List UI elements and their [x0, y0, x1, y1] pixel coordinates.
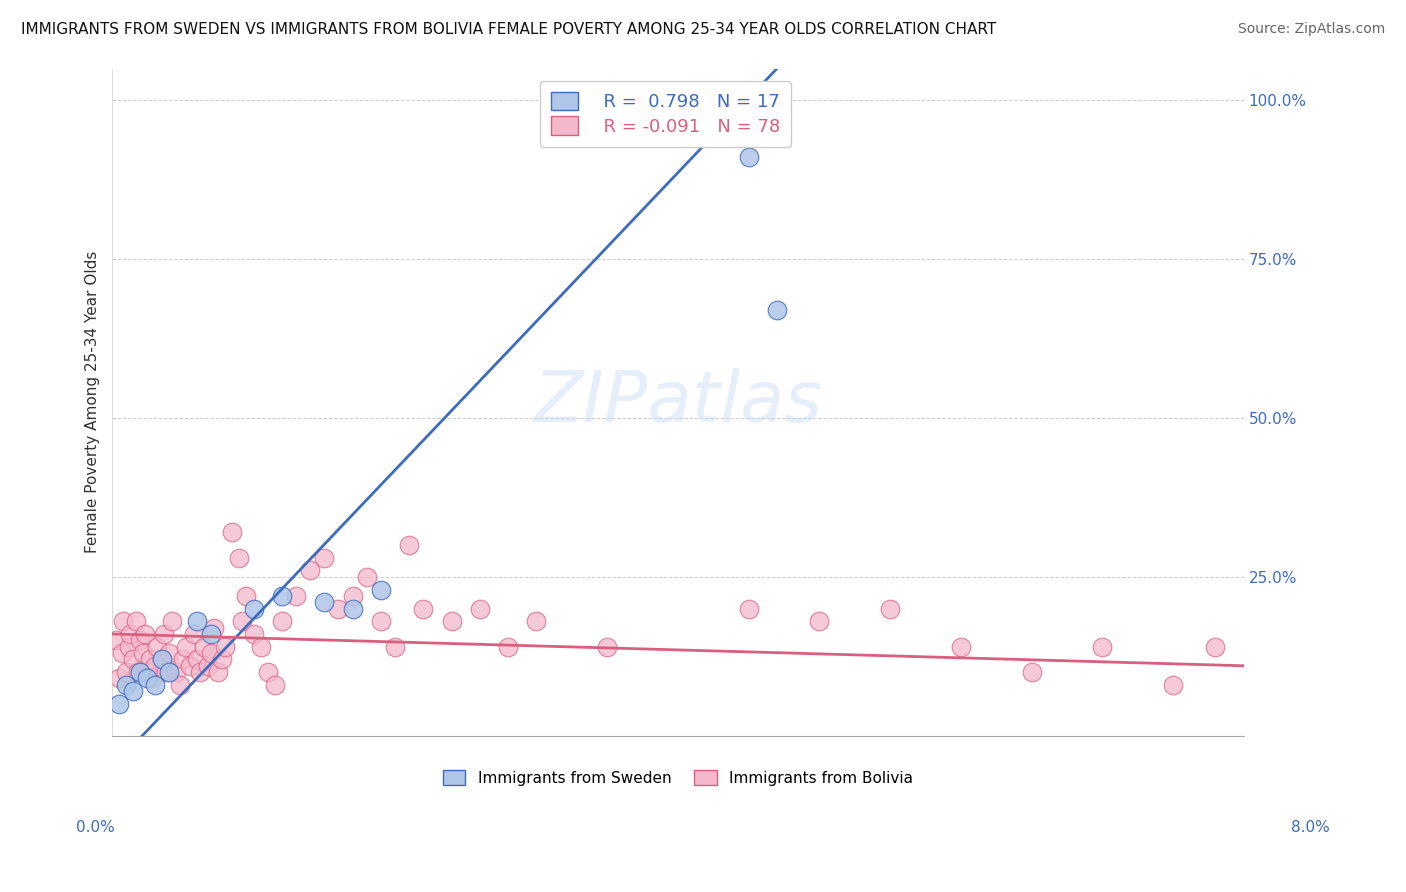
Point [949, 640, 972, 654]
Point [111, 646, 134, 660]
Point [211, 652, 233, 666]
Point [526, 615, 548, 629]
Point [136, 665, 159, 680]
Point [172, 652, 194, 666]
Point [468, 601, 491, 615]
Point [412, 601, 434, 615]
Point [235, 589, 257, 603]
Point [200, 627, 222, 641]
Point [328, 601, 350, 615]
Point [125, 615, 148, 629]
Point [186, 652, 208, 666]
Point [808, 615, 831, 629]
Point [221, 525, 243, 540]
Point [1205, 640, 1227, 654]
Point [356, 570, 378, 584]
Point [242, 601, 264, 615]
Point [1161, 678, 1184, 692]
Point [160, 615, 183, 629]
Point [122, 684, 145, 698]
Point [157, 646, 180, 660]
Point [139, 652, 162, 666]
Point [342, 589, 364, 603]
Point [193, 640, 215, 654]
Point [122, 652, 145, 666]
Point [879, 601, 901, 615]
Point [256, 665, 278, 680]
Point [146, 640, 169, 654]
Point [183, 627, 205, 641]
Point [270, 589, 292, 603]
Point [120, 627, 142, 641]
Point [496, 640, 519, 654]
Point [398, 538, 420, 552]
Point [242, 627, 264, 641]
Point [129, 665, 152, 680]
Point [127, 665, 149, 680]
Point [143, 678, 166, 692]
Point [766, 302, 789, 317]
Point [299, 564, 322, 578]
Point [132, 646, 155, 660]
Point [165, 665, 187, 680]
Point [314, 595, 336, 609]
Point [115, 665, 138, 680]
Point [285, 589, 308, 603]
Point [596, 640, 619, 654]
Point [231, 615, 253, 629]
Point [202, 621, 225, 635]
Point [150, 652, 173, 666]
Point [270, 615, 292, 629]
Point [370, 582, 392, 597]
Point [197, 658, 219, 673]
Point [153, 627, 176, 641]
Text: IMMIGRANTS FROM SWEDEN VS IMMIGRANTS FROM BOLIVIA FEMALE POVERTY AMONG 25-34 YEA: IMMIGRANTS FROM SWEDEN VS IMMIGRANTS FRO… [21, 22, 997, 37]
Point [157, 665, 180, 680]
Point [134, 627, 156, 641]
Point [1091, 640, 1114, 654]
Point [169, 678, 191, 692]
Point [143, 658, 166, 673]
Point [174, 640, 197, 654]
Text: 0.0%: 0.0% [76, 821, 115, 835]
Legend: Immigrants from Sweden, Immigrants from Bolivia: Immigrants from Sweden, Immigrants from … [433, 761, 922, 795]
Point [188, 665, 211, 680]
Point [384, 640, 406, 654]
Point [342, 601, 364, 615]
Text: 8.0%: 8.0% [1291, 821, 1330, 835]
Text: ZIPatlas: ZIPatlas [533, 368, 823, 436]
Point [214, 640, 236, 654]
Point [108, 697, 131, 711]
Y-axis label: Female Poverty Among 25-34 Year Olds: Female Poverty Among 25-34 Year Olds [86, 251, 100, 553]
Point [115, 678, 138, 692]
Point [108, 672, 131, 686]
Point [105, 633, 128, 648]
Point [440, 615, 463, 629]
Point [179, 658, 201, 673]
Point [228, 550, 250, 565]
Point [141, 672, 163, 686]
Point [112, 615, 135, 629]
Text: Source: ZipAtlas.com: Source: ZipAtlas.com [1237, 22, 1385, 37]
Point [155, 665, 177, 680]
Point [150, 652, 173, 666]
Point [370, 615, 392, 629]
Point [207, 665, 229, 680]
Point [186, 615, 208, 629]
Point [118, 640, 141, 654]
Point [263, 678, 285, 692]
Point [1021, 665, 1043, 680]
Point [136, 672, 159, 686]
Point [129, 633, 152, 648]
Point [249, 640, 271, 654]
Point [737, 601, 759, 615]
Point [737, 151, 759, 165]
Point [314, 550, 336, 565]
Point [200, 646, 222, 660]
